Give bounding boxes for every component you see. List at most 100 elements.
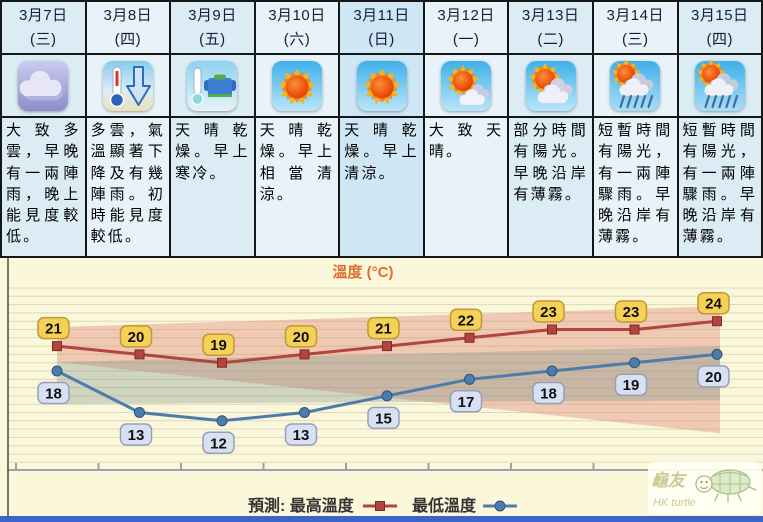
legend-max-label: 預測: 最高溫度 xyxy=(248,496,355,515)
max-temp-label: 24 xyxy=(705,296,722,313)
min-temp-label-box xyxy=(449,390,483,413)
weekday-text: (三) xyxy=(30,30,57,48)
min-temp-label-box xyxy=(532,381,565,405)
min-temp-label-box xyxy=(367,406,400,430)
cloudy-icon xyxy=(17,60,69,112)
min-temp-label-box xyxy=(284,423,318,446)
day-column-4: 3月10日 (六) 天晴乾燥。早上相當清涼。 xyxy=(255,2,341,256)
min-temp-label: 20 xyxy=(705,369,722,386)
date-header: 3月12日 (一) xyxy=(424,2,508,55)
forecast-text: 大致天晴。 xyxy=(428,122,504,161)
min-temp-label: 12 xyxy=(210,435,227,452)
weekday-text: (四) xyxy=(706,30,734,48)
weekday-text: (四) xyxy=(114,30,142,48)
max-temp-marker xyxy=(712,316,722,327)
forecast-text: 大致多雲，早晚有一兩陣雨，晚上能見度較低。 xyxy=(6,122,81,246)
max-temp-marker xyxy=(547,324,557,335)
date-text: 3月10日 xyxy=(268,7,326,25)
day-column-6: 3月12日 (一) 大致天晴。 xyxy=(424,2,510,256)
min-temp-label: 18 xyxy=(540,386,557,403)
date-text: 3月14日 xyxy=(606,7,664,25)
legend-min-label: 最低溫度 xyxy=(412,496,477,515)
max-temp-label: 20 xyxy=(293,329,310,346)
legend-max-marker xyxy=(375,501,385,511)
min-temp-marker xyxy=(51,365,63,377)
max-temp-label: 23 xyxy=(540,304,557,321)
min-temp-marker xyxy=(134,407,145,418)
temperature-drop-icon xyxy=(102,60,154,112)
date-header: 3月13日 (二) xyxy=(509,2,592,55)
max-temp-label-box xyxy=(614,300,648,323)
min-temp-marker xyxy=(381,390,393,402)
max-temp-label-box xyxy=(119,325,153,348)
min-temp-marker xyxy=(629,357,640,369)
max-temp-label: 21 xyxy=(375,321,392,338)
turtle-watermark: 龜友 HK turtle xyxy=(648,462,762,514)
partly-sunny-icon xyxy=(525,60,577,112)
min-temp-label: 17 xyxy=(458,394,475,411)
sunny-showers-icon xyxy=(694,59,746,112)
max-temp-label-box xyxy=(202,333,235,356)
max-temp-label-box xyxy=(532,300,565,323)
max-temp-label: 19 xyxy=(210,337,227,354)
day-column-9: 3月15日 (四) 短暫時間有陽光，有一兩陣驟雨。早晚沿岸有薄霧。 xyxy=(678,2,762,256)
min-temp-marker xyxy=(299,407,310,418)
min-temp-marker xyxy=(711,348,723,360)
max-temp-label-box xyxy=(367,316,400,340)
min-temp-label-box xyxy=(614,373,648,396)
bottom-bar xyxy=(0,516,763,522)
watermark-text-cn: 龜友 xyxy=(651,471,688,490)
day-column-2: 3月8日 (四) 多雲，氣溫顯著下降及有幾陣雨。初時能見度較低。 xyxy=(86,2,172,256)
max-temp-label-box xyxy=(697,291,730,315)
weekday-text: (一) xyxy=(452,30,480,48)
forecast-text: 天晴乾燥。早上寒冷。 xyxy=(175,122,250,182)
max-temp-marker xyxy=(299,349,310,360)
date-text: 3月8日 xyxy=(103,7,153,25)
date-text: 3月9日 xyxy=(188,7,237,25)
temperature-chart-section: 21 20 19 20 21 22 23 23 24 18 13 12 13 15 17 18 19 20 溫度 (… xyxy=(0,258,763,522)
date-header: 3月9日 (五) xyxy=(171,2,254,55)
date-header: 3月10日 (六) xyxy=(255,2,339,55)
min-temp-marker xyxy=(464,373,475,385)
date-header: 3月15日 (四) xyxy=(678,2,762,55)
max-temp-marker xyxy=(217,357,227,368)
forecast-text: 部分時間有陽光。早晚沿岸有薄霧。 xyxy=(513,122,588,203)
forecast-text: 短暫時間有陽光，有一兩陣驟雨。早晚沿岸有薄霧。 xyxy=(682,122,758,246)
sunny-showers-icon xyxy=(609,59,661,112)
date-header: 3月8日 (四) xyxy=(86,2,170,55)
weekday-text: (日) xyxy=(368,30,395,48)
max-temp-label: 20 xyxy=(128,329,145,346)
weekday-text: (三) xyxy=(621,30,649,48)
min-temp-label-box xyxy=(202,431,235,455)
date-text: 3月15日 xyxy=(691,7,749,25)
date-text: 3月7日 xyxy=(18,7,68,25)
cold-clothing-icon xyxy=(186,60,238,112)
max-temp-marker xyxy=(52,341,62,352)
mostly-sunny-icon xyxy=(440,60,492,112)
min-temp-label-box xyxy=(697,365,730,388)
max-temp-label: 23 xyxy=(623,304,640,321)
date-text: 3月13日 xyxy=(521,7,580,25)
max-temp-marker xyxy=(134,349,145,360)
day-column-3: 3月9日 (五) 天晴乾燥。早上寒冷。 xyxy=(171,2,256,256)
min-temp-label: 19 xyxy=(623,377,640,394)
weekday-text: (六) xyxy=(283,30,311,48)
chart-title: 溫度 (°C) xyxy=(333,263,394,281)
day-column-7: 3月13日 (二) 部分時間有陽光。早晚沿岸有薄霧。 xyxy=(509,2,594,256)
max-temp-marker xyxy=(464,332,475,343)
min-temp-label: 13 xyxy=(293,427,310,444)
max-temp-label: 21 xyxy=(45,321,62,338)
day-column-1: 3月7日 (三) 大致多雲，早晚有一兩陣雨，晚上能見度較低。 xyxy=(2,2,87,256)
max-temp-label-box xyxy=(284,325,318,348)
forecast-text: 天晴乾燥。早上相當清涼。 xyxy=(259,122,335,203)
max-temp-label-box xyxy=(37,316,70,340)
weekday-text: (二) xyxy=(537,30,564,48)
forecast-text: 天晴乾燥。早上清涼。 xyxy=(344,122,419,182)
min-temp-label: 18 xyxy=(45,386,62,403)
legend-min-marker xyxy=(494,500,506,512)
min-temp-label-box xyxy=(37,381,70,405)
date-header: 3月11日 (日) xyxy=(340,2,423,55)
max-temp-marker xyxy=(629,324,640,335)
weekday-text: (五) xyxy=(199,30,226,48)
day-column-5: 3月11日 (日) 天晴乾燥。早上清涼。 xyxy=(340,2,425,256)
